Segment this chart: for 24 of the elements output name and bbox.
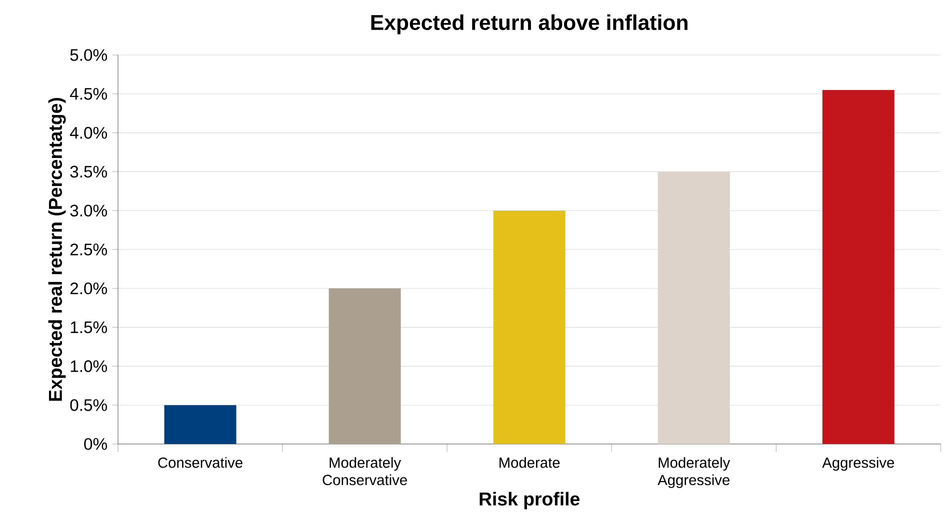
y-tick-label: 5.0% — [70, 49, 107, 61]
y-tick-label: 2.5% — [70, 244, 107, 256]
y-tick-label: 3.0% — [70, 204, 107, 217]
x-axis-title: Risk profile — [480, 492, 580, 510]
x-tick-label: Conservative — [158, 457, 242, 468]
y-tick-label: 3.5% — [70, 166, 107, 178]
bar — [328, 288, 401, 444]
x-tick-label: Moderately Aggressive — [658, 457, 730, 488]
y-tick-label: 1.0% — [70, 360, 107, 372]
y-tick-label: 1.5% — [70, 321, 107, 334]
chart-title: Expected return above inflation — [371, 14, 688, 34]
y-tick-label: 2.0% — [70, 282, 107, 294]
x-tick-label: Aggressive — [822, 457, 894, 471]
x-tick-label: Moderate — [500, 457, 560, 468]
y-tick-label: 0.5% — [70, 399, 107, 412]
bar — [658, 172, 730, 444]
bar — [822, 90, 894, 444]
x-tick-label: Moderately Conservative — [322, 457, 407, 486]
y-tick-label: 4.5% — [70, 88, 107, 100]
bar — [164, 405, 236, 444]
bar — [493, 210, 566, 444]
y-tick-label: 4.0% — [70, 126, 107, 139]
y-tick-label: 0% — [84, 438, 107, 450]
y-axis-title: Expected real return (Percentatge) — [48, 98, 66, 401]
